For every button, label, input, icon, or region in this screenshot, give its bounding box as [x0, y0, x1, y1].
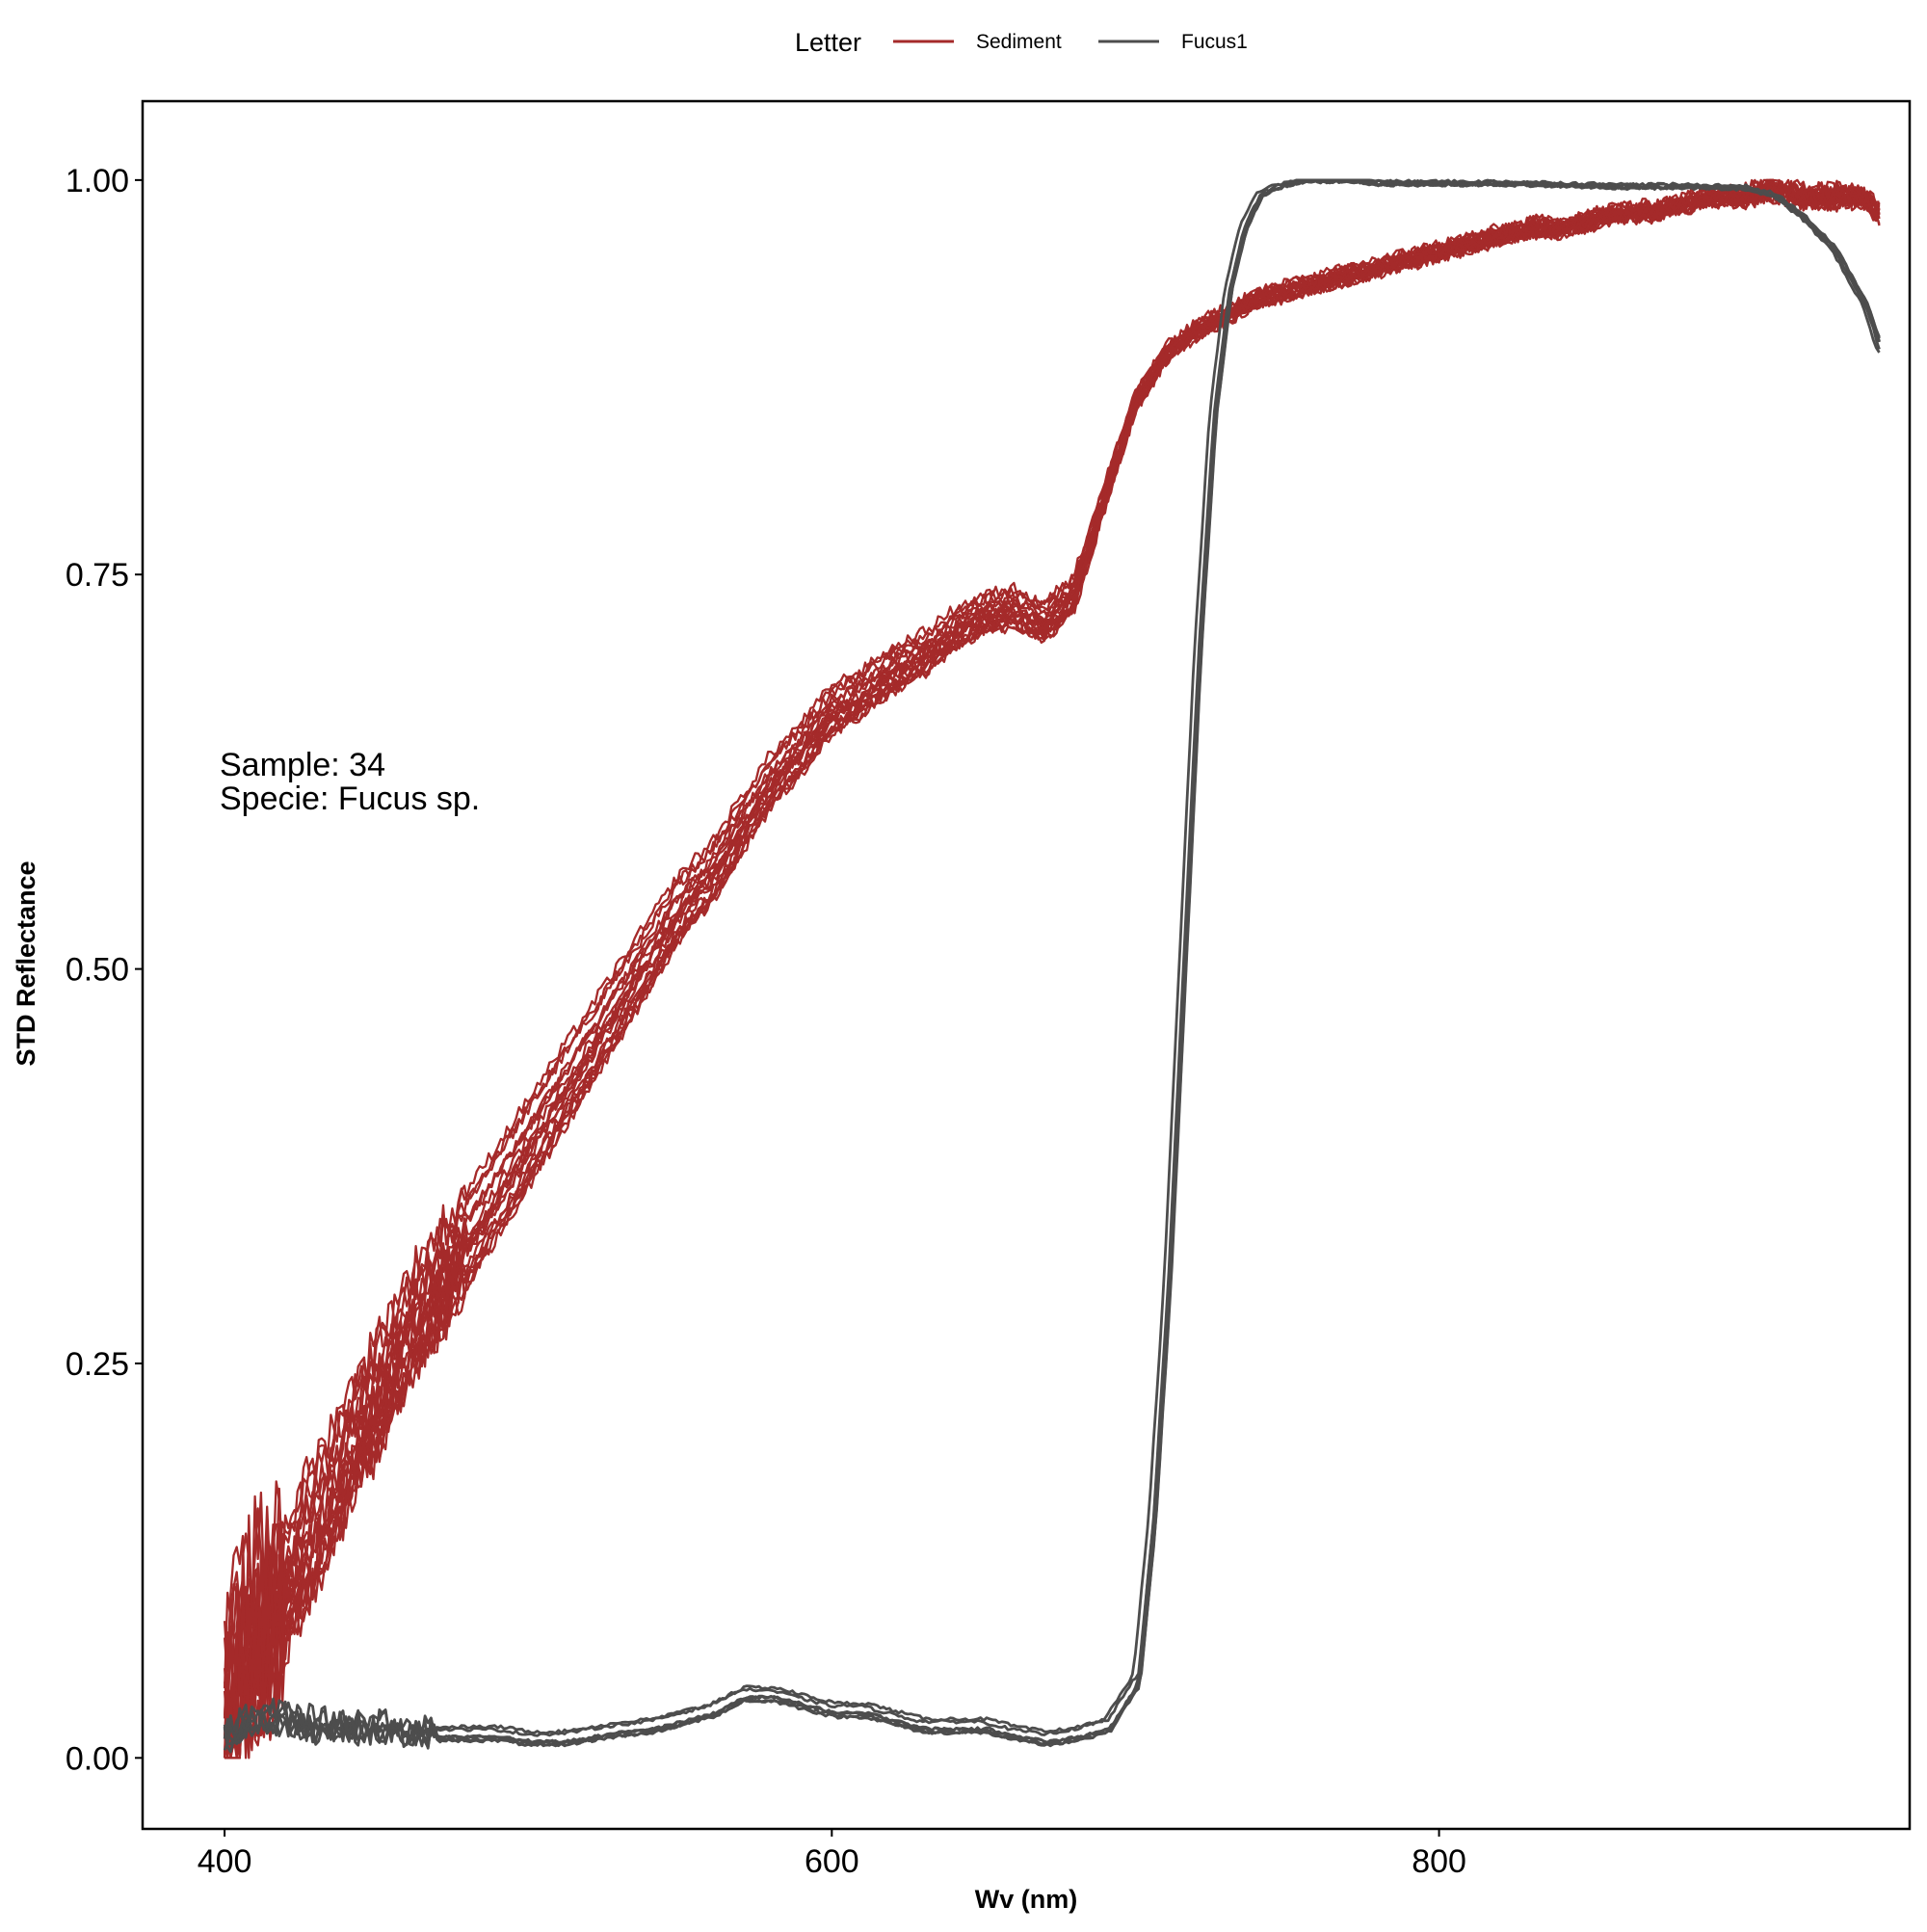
y-tick-label: 0.00 [66, 1740, 129, 1777]
fucus1-series-line [223, 178, 1881, 1747]
y-axis-title: STD Reflectance [12, 860, 40, 1066]
sediment-series-line [223, 186, 1881, 1760]
legend-label-fucus1: Fucus1 [1181, 31, 1248, 53]
sediment-series-line [223, 178, 1881, 1689]
y-axis: 0.00 0.25 0.50 0.75 1.00 [66, 163, 143, 1777]
y-tick-label: 0.50 [66, 952, 129, 989]
sediment-series-line [223, 178, 1881, 1673]
sediment-series-line [223, 183, 1881, 1749]
annotation-sample: Sample: 34 [220, 747, 385, 783]
series-layer [223, 178, 1881, 1760]
legend-title: Letter [795, 28, 861, 57]
x-axis: 400 600 800 [198, 1829, 1466, 1880]
sediment-series-line [224, 184, 1881, 1760]
fucus1-series-line [223, 178, 1881, 1754]
sediment-series-line [224, 186, 1881, 1760]
annotation-specie: Specie: Fucus sp. [220, 781, 480, 817]
sediment-series-line [223, 181, 1881, 1759]
sediment-series-line [223, 179, 1880, 1736]
fucus1-series-line [224, 178, 1881, 1742]
fucus1-series-line [223, 178, 1881, 1749]
fucus1-series-line [223, 178, 1881, 1739]
x-tick-label: 400 [198, 1843, 252, 1880]
sediment-series-line [224, 183, 1881, 1760]
sediment-series-line [223, 178, 1881, 1716]
x-axis-title: Wv (nm) [975, 1885, 1077, 1914]
legend-label-sediment: Sediment [976, 31, 1062, 53]
plot-panel-border [141, 99, 1912, 1831]
sediment-series-line [223, 182, 1881, 1760]
y-tick-label: 0.75 [66, 557, 129, 594]
x-tick-label: 800 [1412, 1843, 1466, 1880]
legend: Letter Sediment Fucus1 [795, 28, 1248, 57]
sediment-series-line [223, 178, 1881, 1719]
sediment-series-line [224, 184, 1881, 1760]
y-tick-label: 0.25 [66, 1346, 129, 1383]
sediment-series-line [223, 184, 1881, 1760]
sediment-series-line [223, 187, 1881, 1760]
sediment-series-line [223, 181, 1881, 1759]
sediment-series-line [223, 184, 1881, 1758]
sediment-series-line [223, 178, 1881, 1714]
x-tick-label: 600 [805, 1843, 859, 1880]
sediment-series-line [223, 178, 1880, 1759]
sediment-series-line [223, 179, 1881, 1760]
y-tick-label: 1.00 [66, 163, 129, 199]
fucus1-series-line [223, 178, 1881, 1751]
